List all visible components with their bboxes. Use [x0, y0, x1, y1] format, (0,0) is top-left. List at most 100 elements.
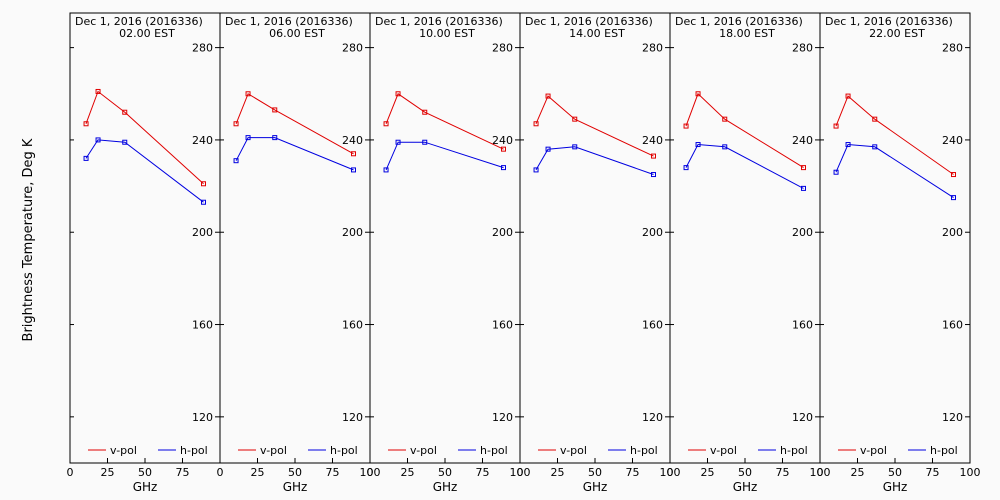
- x-tick-label: 0: [517, 466, 524, 479]
- panel-subtitle: 14.00 EST: [569, 27, 625, 40]
- panel-subtitle: 22.00 EST: [869, 27, 925, 40]
- x-tick-label: 100: [960, 466, 981, 479]
- series-line-h-pol: [385, 141, 504, 171]
- data-point-h-pol: [351, 167, 356, 173]
- x-axis-label: GHz: [433, 480, 458, 494]
- data-point-v-pol: [695, 91, 701, 97]
- x-tick-label: 75: [326, 466, 340, 479]
- data-point-v-pol: [272, 107, 278, 113]
- panel-subtitle: 06.00 EST: [269, 27, 325, 40]
- x-axis-label: GHz: [733, 480, 758, 494]
- data-point-h-pol: [651, 172, 656, 178]
- x-tick-label: 100: [810, 466, 831, 479]
- x-tick-label: 0: [367, 466, 374, 479]
- chart-panel-4: Dec 1, 2016 (2016336)14.00 EST 120 160 200 2…: [517, 12, 681, 494]
- legend-label-h-pol: h-pol: [630, 444, 658, 457]
- legend-label-h-pol: h-pol: [780, 444, 808, 457]
- x-tick-label: 100: [360, 466, 381, 479]
- data-point-v-pol: [683, 123, 689, 129]
- data-point-v-pol: [122, 109, 128, 115]
- x-tick-label: 50: [438, 466, 452, 479]
- x-axis-label: GHz: [883, 480, 908, 494]
- data-point-h-pol: [572, 144, 578, 150]
- x-tick-label: 50: [288, 466, 302, 479]
- legend-label-v-pol: v-pol: [260, 444, 287, 457]
- x-tick-label: 25: [401, 466, 415, 479]
- legend-label-v-pol: v-pol: [110, 444, 137, 457]
- panel-subtitle: 18.00 EST: [719, 27, 775, 40]
- x-tick-label: 50: [138, 466, 152, 479]
- x-tick-label: 75: [626, 466, 640, 479]
- data-point-h-pol: [422, 139, 428, 145]
- y-tick-label: 160: [792, 319, 813, 332]
- data-point-v-pol: [83, 121, 89, 127]
- data-point-h-pol: [845, 142, 851, 148]
- x-tick-label: 100: [660, 466, 681, 479]
- data-point-h-pol: [801, 185, 806, 191]
- y-tick-label: 160: [492, 319, 513, 332]
- panels-group: Dec 1, 2016 (2016336)02.00 EST1201602002…: [67, 12, 981, 494]
- data-point-v-pol: [395, 91, 401, 97]
- y-axis-label: Brightness Temperature, Deg K: [21, 138, 36, 341]
- data-point-h-pol: [122, 139, 128, 145]
- x-tick-label: 0: [817, 466, 824, 479]
- data-point-h-pol: [683, 165, 689, 171]
- panel-title: Dec 1, 2016 (2016336): [675, 15, 803, 28]
- legend-label-v-pol: v-pol: [710, 444, 737, 457]
- data-point-h-pol: [95, 137, 101, 143]
- series-line-v-pol: [835, 95, 954, 175]
- x-tick-label: 100: [510, 466, 531, 479]
- y-tick-label: 200: [192, 226, 213, 239]
- data-point-v-pol: [572, 116, 578, 122]
- x-tick-label: 75: [776, 466, 790, 479]
- panel-subtitle: 10.00 EST: [419, 27, 475, 40]
- data-point-v-pol: [422, 109, 428, 115]
- panel-title: Dec 1, 2016 (2016336): [525, 15, 653, 28]
- chart-panel-1: Dec 1, 2016 (2016336)02.00 EST 120 160 200 2…: [67, 12, 221, 494]
- y-tick-label: 280: [942, 42, 963, 55]
- legend-label-h-pol: h-pol: [330, 444, 358, 457]
- y-tick-label: 240: [492, 134, 513, 147]
- data-point-h-pol: [951, 195, 956, 201]
- series-line-v-pol: [685, 92, 804, 169]
- series-line-h-pol: [235, 137, 354, 171]
- series-line-h-pol: [535, 146, 654, 175]
- series-line-v-pol: [85, 90, 204, 185]
- y-tick-label: 240: [342, 134, 363, 147]
- data-point-v-pol: [872, 116, 878, 122]
- y-tick-label: 120: [792, 411, 813, 424]
- x-tick-label: 0: [667, 466, 674, 479]
- legend-label-v-pol: v-pol: [560, 444, 587, 457]
- legend-label-v-pol: v-pol: [860, 444, 887, 457]
- data-point-h-pol: [501, 165, 506, 171]
- series-line-v-pol: [535, 95, 654, 157]
- y-tick-label: 200: [642, 226, 663, 239]
- panel-title: Dec 1, 2016 (2016336): [75, 15, 203, 28]
- data-point-v-pol: [95, 88, 101, 94]
- data-point-v-pol: [533, 121, 539, 127]
- panel-title: Dec 1, 2016 (2016336): [375, 15, 503, 28]
- y-tick-label: 240: [792, 134, 813, 147]
- legend-label-h-pol: h-pol: [480, 444, 508, 457]
- data-point-h-pol: [233, 158, 239, 164]
- x-tick-label: 75: [926, 466, 940, 479]
- y-tick-label: 120: [642, 411, 663, 424]
- y-tick-label: 120: [192, 411, 213, 424]
- series-line-v-pol: [235, 93, 354, 155]
- chart-panel-2: Dec 1, 2016 (2016336)06.00 EST 120 160 200 2…: [217, 12, 381, 494]
- y-tick-label: 240: [642, 134, 663, 147]
- y-tick-label: 240: [942, 134, 963, 147]
- x-axis-label: GHz: [283, 480, 308, 494]
- y-tick-label: 200: [942, 226, 963, 239]
- x-tick-label: 75: [176, 466, 190, 479]
- data-point-v-pol: [545, 93, 551, 99]
- series-line-h-pol: [685, 143, 804, 189]
- y-tick-label: 280: [642, 42, 663, 55]
- y-tick-label: 160: [942, 319, 963, 332]
- data-point-v-pol: [245, 91, 251, 97]
- y-tick-label: 200: [792, 226, 813, 239]
- x-tick-label: 50: [738, 466, 752, 479]
- panel-subtitle: 02.00 EST: [119, 27, 175, 40]
- y-tick-label: 280: [792, 42, 813, 55]
